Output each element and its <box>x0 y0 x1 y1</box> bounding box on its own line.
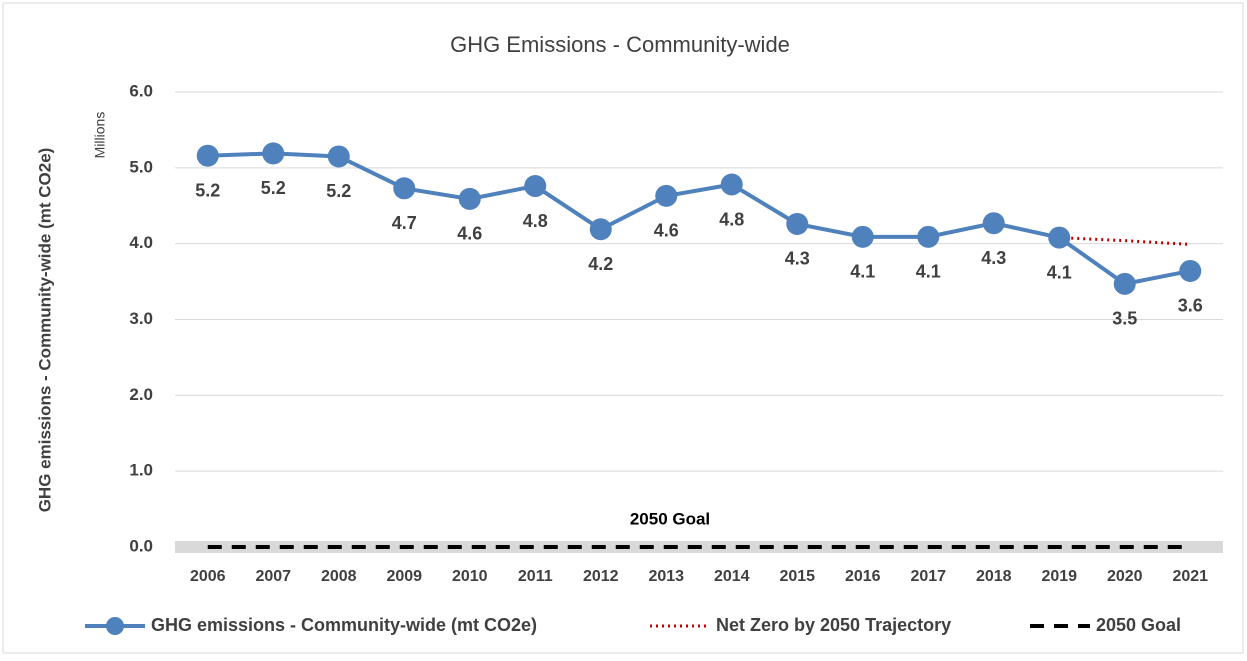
y-tick-label: 2.0 <box>129 385 153 404</box>
series-line <box>207 151 1191 286</box>
series-line <box>1059 236 1191 246</box>
y-tick-label: 4.0 <box>129 233 153 252</box>
data-label: 4.3 <box>981 248 1006 268</box>
data-label: 4.8 <box>523 211 548 231</box>
legend-label: Net Zero by 2050 Trajectory <box>716 615 951 635</box>
data-label: 4.7 <box>392 213 417 233</box>
x-tick-label: 2007 <box>255 568 291 585</box>
x-tick-label: 2015 <box>779 568 815 585</box>
data-label: 4.1 <box>1047 262 1072 282</box>
data-label: 4.1 <box>850 262 875 282</box>
data-label: 3.5 <box>1112 309 1137 329</box>
x-tick-label: 2013 <box>648 568 684 585</box>
y-tick-label: 3.0 <box>129 309 153 328</box>
data-point <box>851 225 874 248</box>
annotation: 2050 Goal <box>630 509 710 528</box>
data-label: 4.1 <box>916 262 941 282</box>
data-point <box>589 218 612 241</box>
data-label: 3.6 <box>1178 296 1203 316</box>
x-tick-label: 2006 <box>190 568 226 585</box>
data-point <box>982 212 1005 235</box>
data-label: 5.2 <box>326 181 351 201</box>
data-label: 4.6 <box>457 224 482 244</box>
x-tick-label: 2014 <box>714 568 750 585</box>
data-point <box>1113 272 1136 295</box>
x-tick-label: 2017 <box>910 568 946 585</box>
x-tick-label: 2012 <box>583 568 619 585</box>
x-tick-label: 2011 <box>518 568 553 585</box>
x-tick-label: 2010 <box>452 568 488 585</box>
data-point <box>262 142 285 165</box>
y-axis-label: GHG emissions - Community-wide (mt CO2e) <box>35 148 54 513</box>
data-label: 4.8 <box>719 209 744 229</box>
data-point <box>196 144 219 167</box>
data-point <box>720 173 743 196</box>
x-tick-label: 2019 <box>1041 568 1077 585</box>
data-point <box>458 187 481 210</box>
data-label: 5.2 <box>261 178 286 198</box>
legend-label: 2050 Goal <box>1096 615 1181 635</box>
data-label: 4.6 <box>654 221 679 241</box>
legend-label: GHG emissions - Community-wide (mt CO2e) <box>151 615 537 635</box>
data-point <box>327 145 350 168</box>
data-point <box>524 175 547 198</box>
x-tick-label: 2009 <box>386 568 422 585</box>
data-point <box>917 225 940 248</box>
x-tick-label: 2020 <box>1107 568 1143 585</box>
data-label: 4.2 <box>588 254 613 274</box>
x-tick-label: 2021 <box>1172 568 1208 585</box>
data-point <box>786 212 809 235</box>
data-point <box>1048 226 1071 249</box>
x-tick-label: 2008 <box>321 568 357 585</box>
data-label: 5.2 <box>195 180 220 200</box>
x-tick-label: 2018 <box>976 568 1012 585</box>
y-tick-label: 1.0 <box>129 461 153 480</box>
data-point <box>655 184 678 207</box>
y-tick-label: 5.0 <box>129 157 153 176</box>
y-tick-label: 6.0 <box>129 81 153 100</box>
data-point <box>1179 259 1202 282</box>
data-point <box>393 177 416 200</box>
y-tick-label: 0.0 <box>129 536 153 555</box>
y-unit-label: Millions <box>92 112 108 159</box>
legend-marker <box>106 617 124 635</box>
chart-title: GHG Emissions - Community-wide <box>450 32 790 57</box>
x-tick-label: 2016 <box>845 568 881 585</box>
data-label: 4.3 <box>785 249 810 269</box>
